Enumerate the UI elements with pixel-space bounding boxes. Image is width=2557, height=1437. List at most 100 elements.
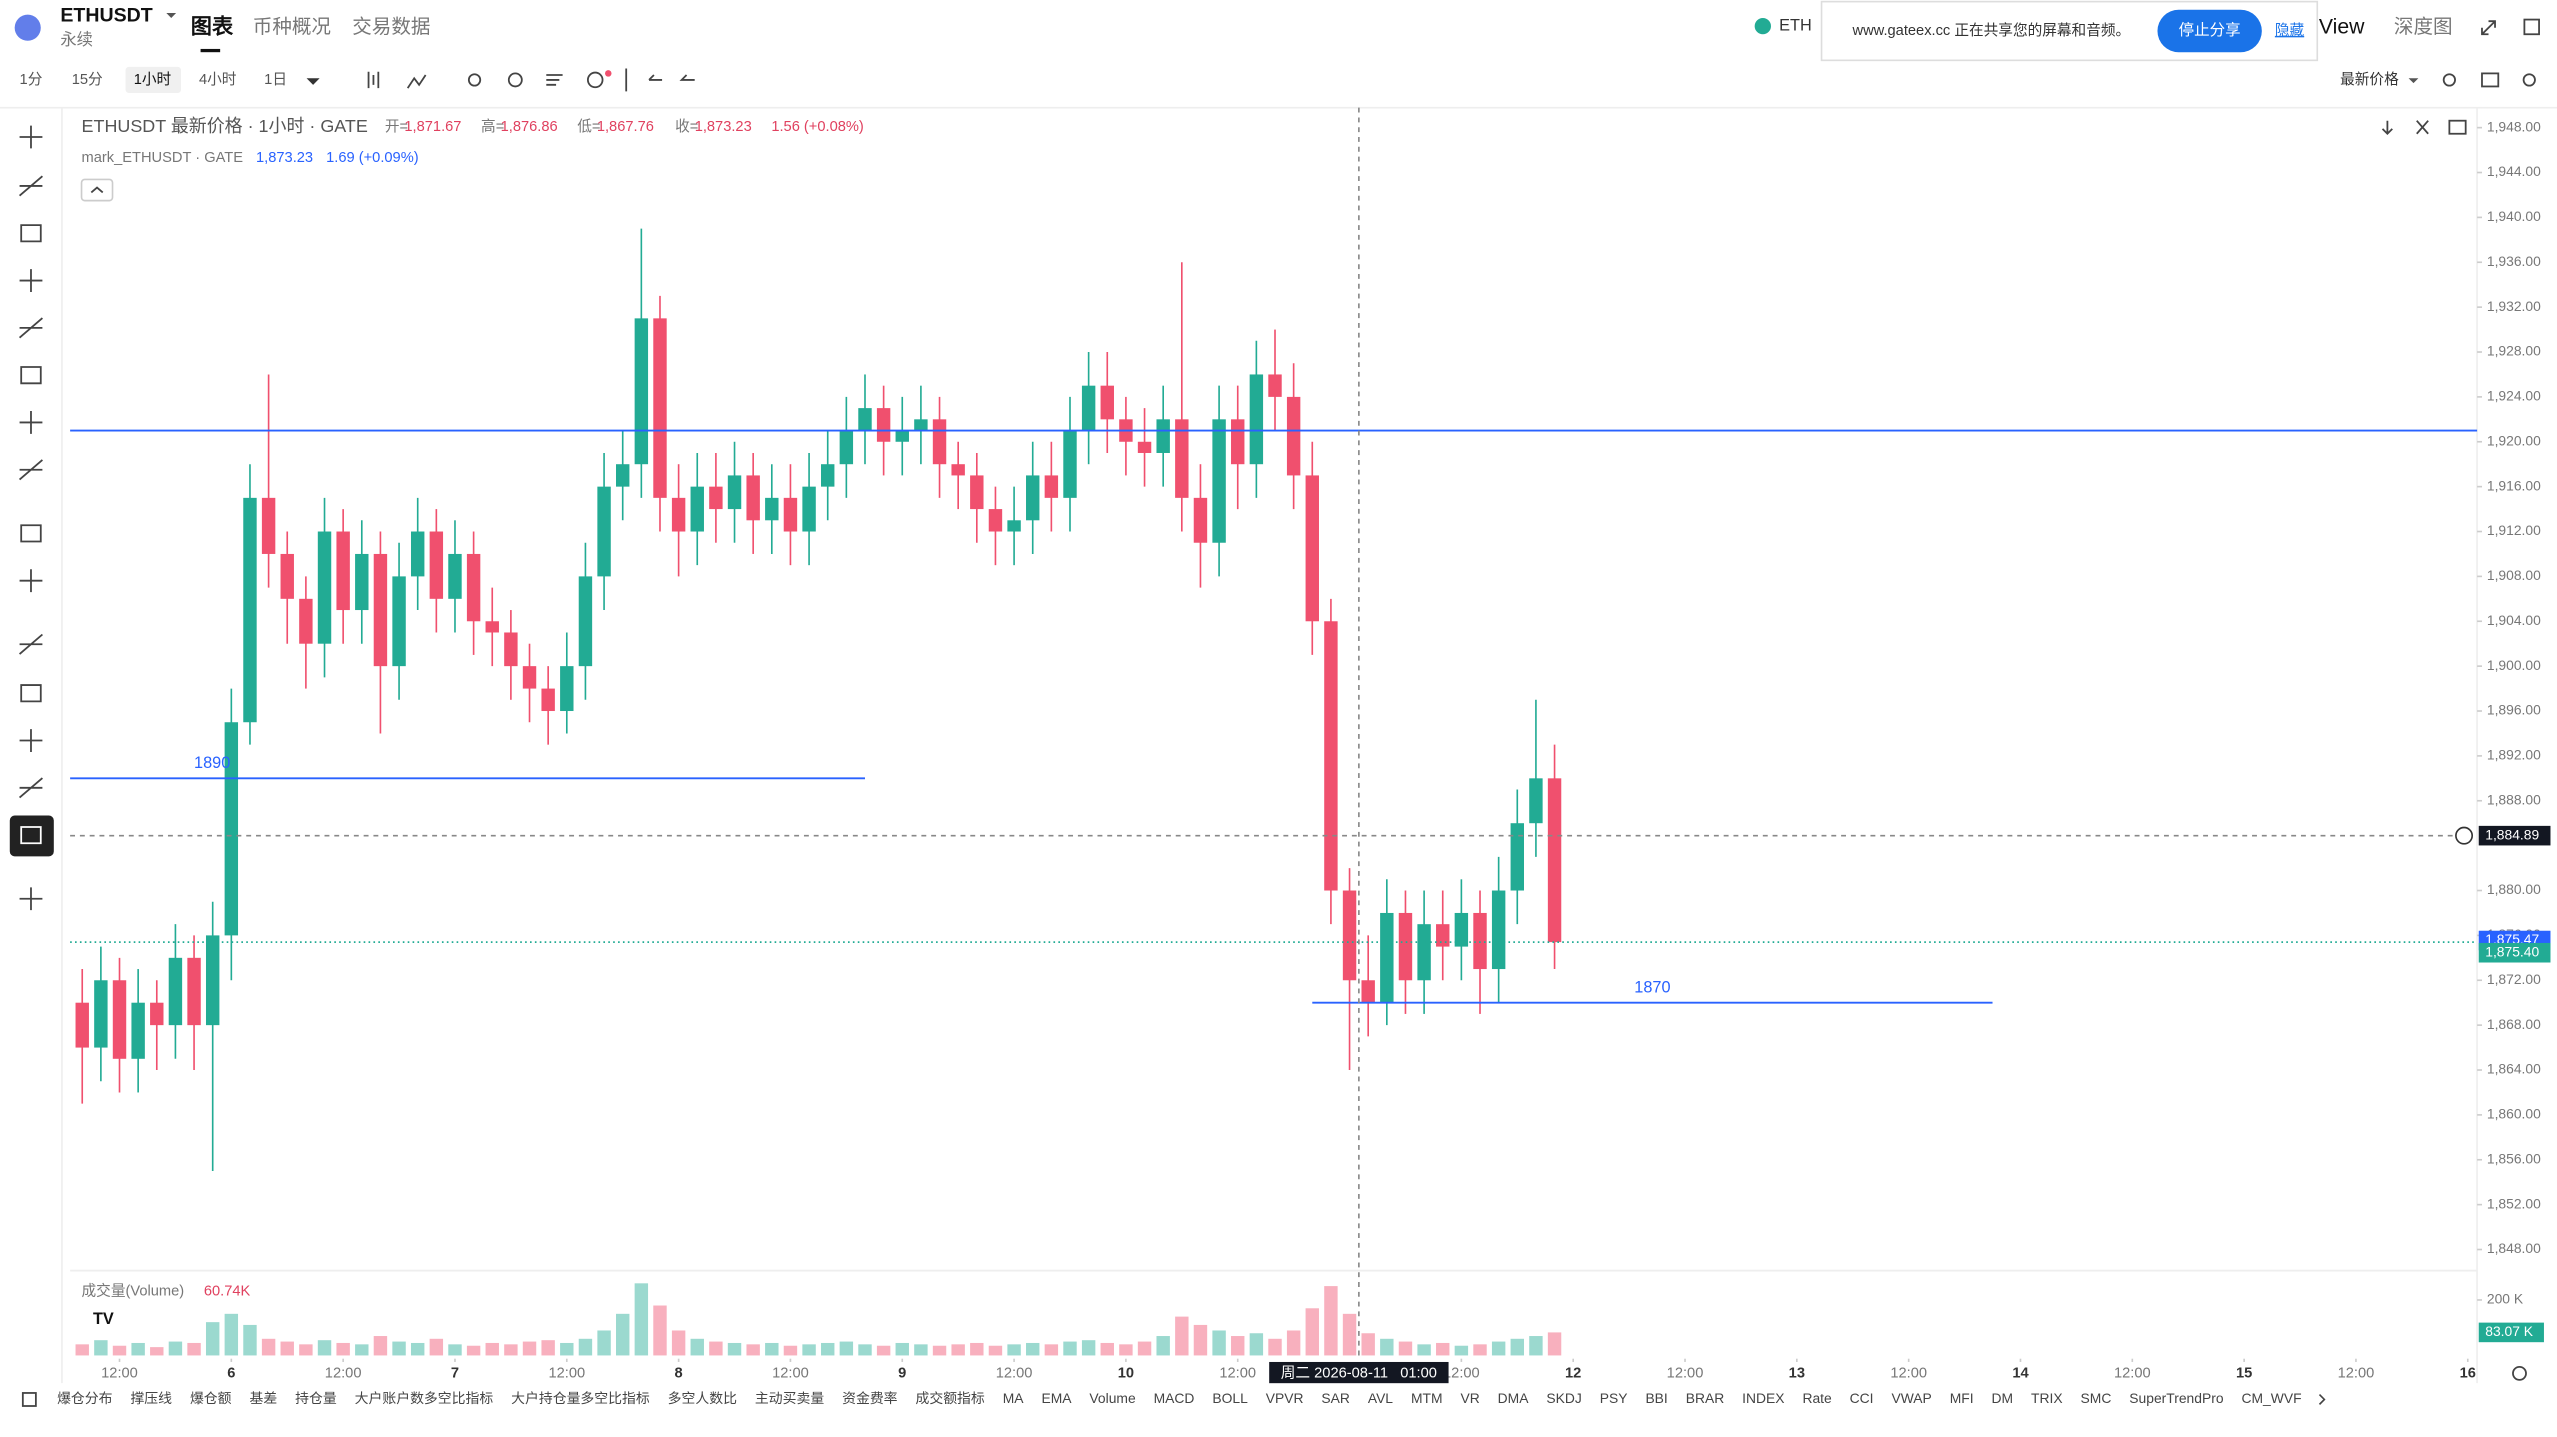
tool-icon[interactable] xyxy=(19,569,43,593)
tool-icon[interactable] xyxy=(20,524,42,543)
indicator-tab[interactable]: 大户持仓量多空比指标 xyxy=(511,1390,650,1406)
candle-body xyxy=(317,531,332,644)
indicator-tab[interactable]: INDEX xyxy=(1742,1390,1784,1406)
tool-icon[interactable] xyxy=(20,224,42,243)
indicator-tab[interactable]: CCI xyxy=(1850,1390,1874,1406)
indicator-tab[interactable]: Volume xyxy=(1089,1390,1136,1406)
tool-icon[interactable] xyxy=(20,826,42,845)
interval[interactable]: 1小时 xyxy=(134,71,172,88)
indicator-tab[interactable]: VPVR xyxy=(1266,1390,1304,1406)
window-icon[interactable] xyxy=(2523,18,2540,36)
price-caret xyxy=(2408,78,2419,84)
interval[interactable]: 1日 xyxy=(264,72,287,88)
tool-icon[interactable] xyxy=(20,684,42,703)
tool-icon[interactable] xyxy=(18,777,43,799)
tool-icon[interactable] xyxy=(18,633,43,655)
indicator-icon xyxy=(21,1392,37,1407)
indicator-tab[interactable]: PSY xyxy=(1600,1390,1628,1406)
tool-icon[interactable] xyxy=(19,125,43,149)
candle-body xyxy=(597,486,611,577)
interval[interactable]: 1分 xyxy=(20,71,43,88)
indicator-tab[interactable]: DM xyxy=(1992,1390,2014,1406)
fullscreen-icon[interactable] xyxy=(2481,20,2496,36)
interval[interactable]: 15分 xyxy=(72,71,103,88)
candle-body xyxy=(1305,475,1319,622)
collapse-button[interactable] xyxy=(80,178,114,202)
indicator-tab[interactable]: 爆仓分布 xyxy=(57,1390,113,1406)
asset[interactable]: ETH xyxy=(1779,16,1812,34)
tool-icon[interactable] xyxy=(19,729,43,752)
indicator-tab[interactable]: 大户账户数多空比指标 xyxy=(355,1390,494,1406)
symbol[interactable]: ETHUSDT xyxy=(60,4,152,26)
indicator-tab[interactable]: EMA xyxy=(1041,1390,1072,1406)
volume-bar xyxy=(299,1344,313,1356)
indicator-tab[interactable]: 成交额指标 xyxy=(915,1390,984,1406)
tab[interactable]: 币种概况 xyxy=(253,16,331,38)
depth[interactable]: 深度图 xyxy=(2394,16,2453,38)
candle-body xyxy=(1044,475,1059,498)
volume-bar xyxy=(671,1330,686,1356)
candle-body xyxy=(150,1002,164,1026)
indicator-tab[interactable]: 爆仓额 xyxy=(190,1390,232,1406)
tv-logo: TV xyxy=(93,1310,114,1328)
indicator-tab[interactable]: 基差 xyxy=(249,1390,277,1406)
candle-body xyxy=(1361,980,1375,1003)
indicator-tab[interactable]: MFI xyxy=(1950,1390,1974,1406)
view[interactable]: View xyxy=(2319,15,2365,38)
tool-icon[interactable] xyxy=(20,366,42,385)
tool-icon[interactable] xyxy=(19,887,43,911)
candle-body xyxy=(1193,497,1208,543)
indicator-tab[interactable]: 持仓量 xyxy=(295,1390,337,1406)
indicator-tab[interactable]: SMC xyxy=(2081,1390,2112,1406)
indicator-tab[interactable]: BBI xyxy=(1645,1390,1667,1406)
x-tick-label: 10 xyxy=(1118,1365,1134,1381)
drawing-tools[interactable] xyxy=(18,125,43,911)
more-arrow[interactable] xyxy=(2318,1394,2326,1405)
indicator-tab[interactable]: Rate xyxy=(1802,1390,1832,1406)
tool-icon[interactable] xyxy=(19,269,43,292)
volume-bar xyxy=(504,1344,518,1356)
indicator-tab[interactable]: VWAP xyxy=(1891,1390,1931,1406)
indicator-tab[interactable]: 资金费率 xyxy=(842,1390,898,1406)
indicator-tab[interactable]: BOLL xyxy=(1212,1390,1248,1406)
candle-body xyxy=(1175,419,1189,498)
hide[interactable]: 隐藏 xyxy=(2275,22,2305,39)
candle-body xyxy=(392,576,406,667)
indicator-tab[interactable]: TRIX xyxy=(2031,1390,2063,1406)
tool-icon[interactable] xyxy=(19,411,43,434)
indicator-tab[interactable]: MACD xyxy=(1154,1390,1195,1406)
tab[interactable]: 图表 xyxy=(191,14,234,38)
indicator-tab[interactable]: 主动买卖量 xyxy=(755,1390,824,1406)
stop-share[interactable]: 停止分享 xyxy=(2179,21,2241,39)
indicator-tab[interactable]: BRAR xyxy=(1686,1390,1725,1406)
indicator-tab[interactable]: AVL xyxy=(1368,1390,1393,1406)
tool-icon[interactable] xyxy=(18,459,43,481)
indicator-tab[interactable]: CM_WVF xyxy=(2241,1390,2301,1406)
indicator-tab[interactable]: DMA xyxy=(1498,1390,1530,1406)
volume-bar xyxy=(522,1341,537,1356)
settings-icon[interactable] xyxy=(2512,1365,2527,1381)
indicator-tab[interactable]: 撑压线 xyxy=(130,1390,172,1406)
tool-icon[interactable] xyxy=(18,175,43,197)
indicator-tab[interactable]: SAR xyxy=(1321,1390,1349,1406)
indicator-tab[interactable]: MA xyxy=(1003,1390,1025,1406)
indicator-tab[interactable]: SuperTrendPro xyxy=(2129,1390,2224,1406)
candle-body xyxy=(243,497,257,723)
candle-body xyxy=(671,497,686,532)
indicator-tab[interactable]: MTM xyxy=(1411,1390,1443,1406)
stop-share-button[interactable] xyxy=(2157,9,2262,53)
volume-bar xyxy=(280,1341,294,1356)
indicator-tab[interactable]: SKDJ xyxy=(1546,1390,1581,1406)
volume-bar xyxy=(410,1342,425,1356)
volume-bar xyxy=(355,1344,369,1356)
indicator-tab[interactable]: VR xyxy=(1460,1390,1479,1406)
price-source[interactable]: 最新价格 xyxy=(2340,71,2399,88)
volume-bar xyxy=(224,1313,239,1356)
tool-icon[interactable] xyxy=(18,317,43,339)
tab[interactable]: 交易数据 xyxy=(352,16,430,38)
interval[interactable]: 4小时 xyxy=(199,71,237,88)
volume-bar xyxy=(485,1342,499,1356)
volume-bar xyxy=(1342,1313,1357,1356)
indicator-tab[interactable]: 多空人数比 xyxy=(668,1390,737,1406)
